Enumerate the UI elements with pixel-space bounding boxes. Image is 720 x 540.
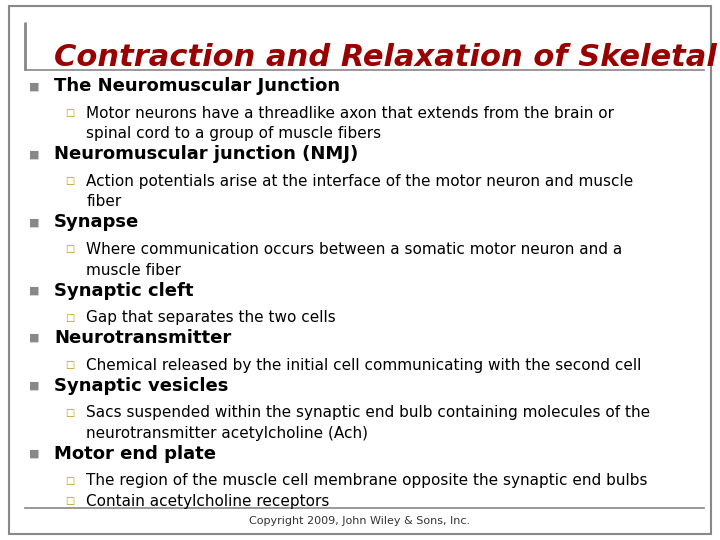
Text: Contraction and Relaxation of Skeletal Muscle: Contraction and Relaxation of Skeletal M…: [54, 43, 720, 72]
Text: ■: ■: [29, 82, 40, 91]
Text: Contain acetylcholine receptors: Contain acetylcholine receptors: [86, 494, 330, 509]
Text: □: □: [65, 109, 74, 118]
Text: Copyright 2009, John Wiley & Sons, Inc.: Copyright 2009, John Wiley & Sons, Inc.: [249, 516, 471, 526]
Text: □: □: [65, 408, 74, 417]
Text: Chemical released by the initial cell communicating with the second cell: Chemical released by the initial cell co…: [86, 357, 642, 373]
Text: □: □: [65, 476, 74, 485]
Text: ■: ■: [29, 381, 40, 390]
Text: fiber: fiber: [86, 194, 122, 210]
Text: Synapse: Synapse: [54, 213, 139, 232]
Text: neurotransmitter acetylcholine (Ach): neurotransmitter acetylcholine (Ach): [86, 426, 369, 441]
Text: Synaptic cleft: Synaptic cleft: [54, 281, 194, 300]
Text: Neurotransmitter: Neurotransmitter: [54, 329, 231, 347]
Text: ■: ■: [29, 150, 40, 159]
Text: ■: ■: [29, 449, 40, 458]
Text: ■: ■: [29, 218, 40, 227]
Text: Sacs suspended within the synaptic end bulb containing molecules of the: Sacs suspended within the synaptic end b…: [86, 405, 651, 420]
Text: muscle fiber: muscle fiber: [86, 262, 181, 278]
Text: ■: ■: [29, 333, 40, 343]
Text: □: □: [65, 245, 74, 254]
Text: □: □: [65, 496, 74, 506]
Text: Synaptic vesicles: Synaptic vesicles: [54, 376, 228, 395]
Text: Action potentials arise at the interface of the motor neuron and muscle: Action potentials arise at the interface…: [86, 174, 634, 189]
Text: ■: ■: [29, 286, 40, 295]
Text: Where communication occurs between a somatic motor neuron and a: Where communication occurs between a som…: [86, 242, 623, 257]
Text: Gap that separates the two cells: Gap that separates the two cells: [86, 310, 336, 325]
Text: □: □: [65, 313, 74, 322]
Text: The region of the muscle cell membrane opposite the synaptic end bulbs: The region of the muscle cell membrane o…: [86, 473, 648, 488]
Text: The Neuromuscular Junction: The Neuromuscular Junction: [54, 77, 340, 96]
Text: Motor end plate: Motor end plate: [54, 444, 216, 463]
Text: □: □: [65, 360, 74, 370]
Text: Neuromuscular junction (NMJ): Neuromuscular junction (NMJ): [54, 145, 359, 164]
Text: □: □: [65, 177, 74, 186]
Text: Motor neurons have a threadlike axon that extends from the brain or: Motor neurons have a threadlike axon tha…: [86, 106, 614, 121]
Text: spinal cord to a group of muscle fibers: spinal cord to a group of muscle fibers: [86, 126, 382, 141]
